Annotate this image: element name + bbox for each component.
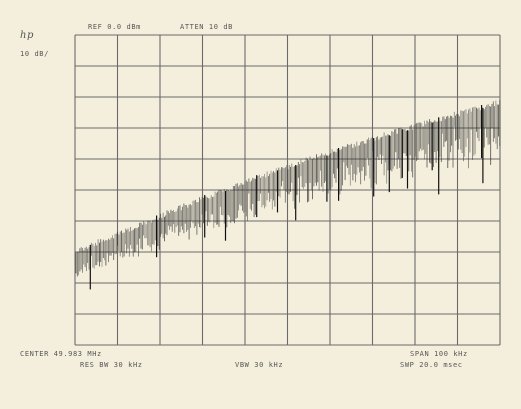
- graticule: [74, 34, 501, 346]
- attenuation: ATTEN 10 dB: [180, 23, 233, 31]
- resolution-bandwidth: RES BW 30 kHz: [80, 361, 143, 369]
- logo: hp: [20, 30, 34, 41]
- video-bandwidth: VBW 30 kHz: [235, 361, 283, 369]
- span: SPAN 100 kHz: [410, 350, 468, 358]
- center-frequency: CENTER 49.983 MHz: [20, 350, 102, 358]
- trace: [75, 99, 501, 290]
- reference-level: REF 0.0 dBm: [88, 23, 141, 31]
- sweep-time: SWP 20.0 msec: [400, 361, 463, 369]
- scale: 10 dB/: [20, 50, 49, 58]
